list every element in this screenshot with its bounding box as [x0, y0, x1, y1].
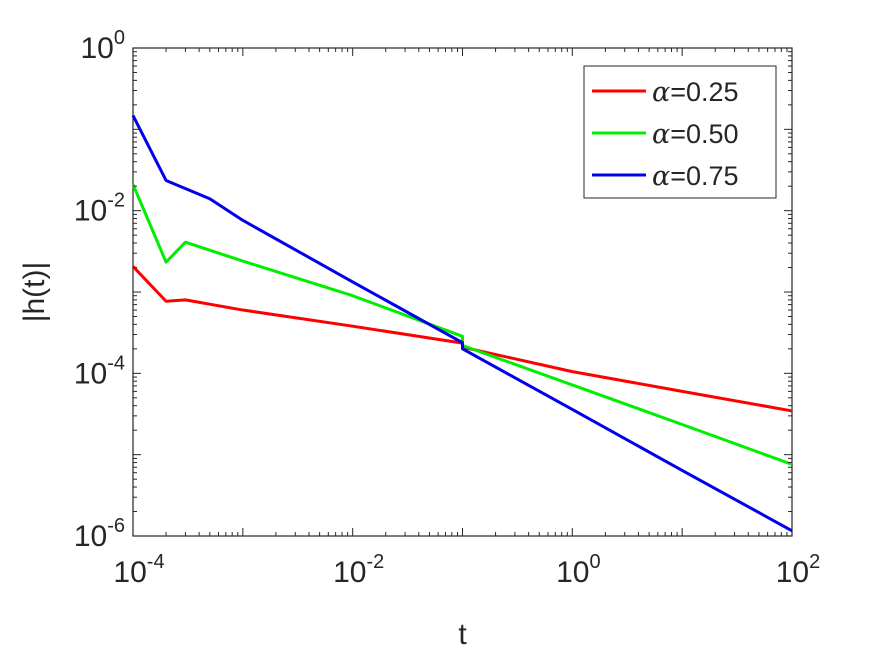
x-tick-label: 100: [556, 551, 601, 589]
legend-label-1: α=0.25: [652, 77, 739, 108]
legend: α=0.25 α=0.50 α=0.75: [583, 65, 777, 199]
legend-label-2: α=0.50: [652, 119, 739, 150]
series-line-2: [131, 183, 793, 466]
x-tick-label: 102: [776, 551, 821, 589]
x-axis-label: t: [458, 618, 467, 651]
legend-label-3: α=0.75: [652, 161, 739, 192]
y-tick-label: 100: [81, 27, 126, 65]
y-tick-label: 10-2: [74, 190, 125, 228]
x-tick-label: 10-2: [333, 551, 384, 589]
y-axis-label: |h(t)|: [18, 262, 51, 323]
y-tick-label: 10-6: [74, 515, 125, 553]
x-tick-label: 10-4: [113, 551, 164, 589]
plot-series: [131, 114, 793, 533]
series-line-1: [131, 265, 793, 413]
series-line-3: [131, 114, 793, 533]
y-tick-label: 10-4: [74, 352, 125, 390]
